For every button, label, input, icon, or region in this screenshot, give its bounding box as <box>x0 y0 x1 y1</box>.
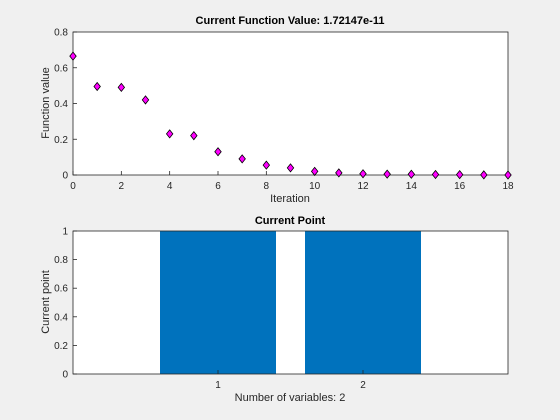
x-tick-label: 16 <box>454 181 466 192</box>
current-point-ylabel: Current point <box>40 270 52 334</box>
data-point <box>141 95 150 105</box>
data-point <box>165 129 174 139</box>
y-tick-label: 0.2 <box>54 135 68 146</box>
data-point <box>69 51 77 61</box>
y-tick-label: 0 <box>62 370 68 381</box>
data-point <box>455 170 464 180</box>
x-tick-label: 1 <box>215 380 221 391</box>
current-point-frame <box>72 230 509 375</box>
x-tick-label: 6 <box>215 181 221 192</box>
data-point <box>286 163 295 173</box>
y-tick-label: 0.8 <box>54 255 68 266</box>
function-value-axes: 0 2 4 6 8 10 12 14 16 18 0 0.2 0.4 0.6 0.8 Current Fun… <box>40 15 514 205</box>
function-value-title: Current Function Value: 1.72147e-11 <box>196 15 385 27</box>
current-point-title: Current Point <box>255 215 326 227</box>
data-point <box>117 82 126 93</box>
current-point-axes: 1 2 0 0.2 0.4 0.6 0.8 1 Current Point Number of… <box>40 215 509 404</box>
data-point <box>310 166 319 177</box>
current-point-plot-area <box>73 231 508 374</box>
y-tick-label: 0.4 <box>54 99 68 110</box>
x-tick-label: 2 <box>360 380 366 391</box>
y-tick-label: 0.6 <box>54 284 68 295</box>
data-point <box>214 147 222 157</box>
x-tick-label: 8 <box>264 181 270 192</box>
y-tick-label: 1 <box>62 227 68 238</box>
data-point <box>335 168 343 178</box>
x-tick-label: 12 <box>357 181 369 192</box>
data-point <box>190 131 198 141</box>
x-tick-label: 0 <box>70 181 76 192</box>
bar <box>305 231 421 374</box>
data-point <box>431 169 440 180</box>
bar <box>160 231 276 374</box>
data-point <box>359 169 367 179</box>
function-value-xlabel: Iteration <box>270 193 310 205</box>
x-tick-label: 18 <box>502 181 514 192</box>
function-value-ylabel: Function value <box>40 67 52 139</box>
data-point <box>504 170 512 180</box>
x-tick-label: 14 <box>406 181 418 192</box>
current-point-xlabel: Number of variables: 2 <box>235 392 346 404</box>
function-value-plot-area <box>72 31 509 176</box>
y-tick-label: 0.4 <box>54 312 68 323</box>
x-tick-label: 4 <box>167 181 173 192</box>
data-point <box>407 169 416 179</box>
data-point <box>383 169 391 179</box>
data-point <box>93 81 101 92</box>
data-point <box>262 160 271 170</box>
y-tick-label: 0.8 <box>54 28 68 39</box>
x-tick-label: 2 <box>119 181 125 192</box>
x-tick-label: 10 <box>309 181 321 192</box>
y-tick-label: 0.2 <box>54 341 68 352</box>
data-point <box>480 170 488 180</box>
data-point <box>238 154 246 164</box>
y-tick-label: 0.6 <box>54 63 68 74</box>
y-tick-label: 0 <box>62 171 68 182</box>
